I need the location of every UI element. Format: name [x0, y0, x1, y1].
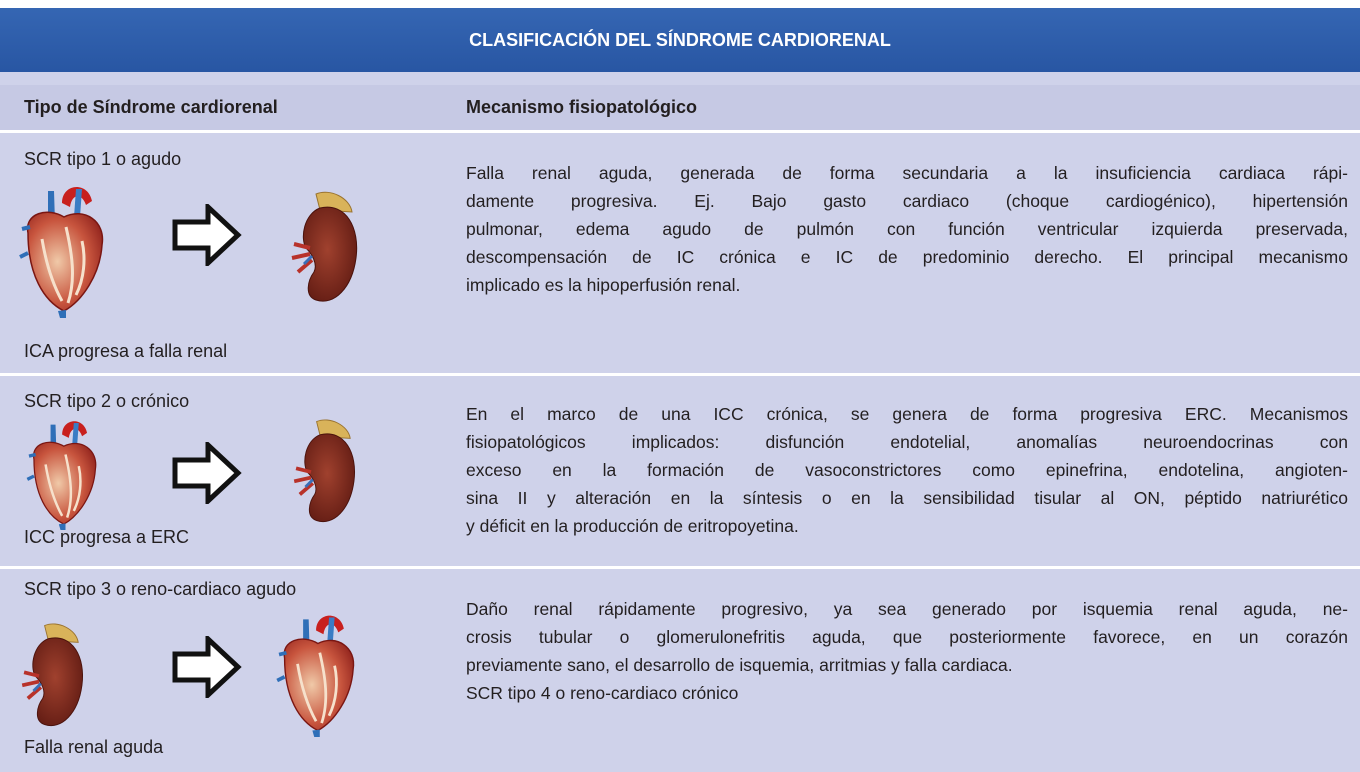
text-line: Daño renal rápidamente progresivo, ya se… — [466, 599, 1348, 619]
mechanism: En el marco de una ICC crónica, se gener… — [466, 400, 1348, 540]
text-line: fisiopatológicos implicados: disfunción … — [466, 432, 1348, 452]
text-line: exceso en la formación de vasoconstricto… — [466, 460, 1348, 480]
heart-icon — [18, 183, 108, 318]
text-line: descompensación de IC crónica e IC de pr… — [466, 247, 1348, 267]
row-separator — [0, 566, 1360, 569]
text-line: En el marco de una ICC crónica, se gener… — [466, 404, 1348, 424]
header-cell: Tipo de Síndrome cardiorenal — [24, 97, 278, 117]
row-caption: ICC progresa a ERC — [24, 527, 190, 547]
text-line: pulmonar, edema agudo de pulmón con func… — [466, 219, 1348, 239]
mechanism: Falla renal aguda, generada de forma sec… — [466, 159, 1348, 299]
header-row — [0, 85, 1360, 130]
title-bar: CLASIFICACIÓN DEL SÍNDROME CARDIORENAL — [0, 8, 1360, 72]
kidney-icon — [290, 416, 360, 528]
arrow-icon — [172, 442, 242, 504]
row-separator — [0, 373, 1360, 376]
text-line: SCR tipo 4 o reno-cardiaco crónico — [466, 683, 739, 703]
kidney-icon — [290, 188, 360, 308]
row-separator — [0, 130, 1360, 133]
row-type: SCR tipo 1 o agudo — [24, 149, 182, 169]
arrow-icon — [172, 636, 242, 698]
text-line: y déficit en la producción de eritropoye… — [466, 516, 799, 536]
text-line: sina II y alteración en la síntesis o en… — [466, 488, 1348, 508]
arrow-icon — [172, 204, 242, 266]
heart-icon — [18, 418, 108, 530]
row-caption: ICA progresa a falla renal — [24, 341, 228, 361]
row-type: SCR tipo 3 o reno-cardiaco agudo — [24, 579, 297, 599]
row-caption: Falla renal aguda — [24, 737, 164, 757]
header-cell: Mecanismo fisiopatológico — [466, 97, 698, 117]
text-line: crosis tubular o glomerulonefritis aguda… — [466, 627, 1348, 647]
text-line: previamente sano, el desarrollo de isque… — [466, 655, 1013, 675]
text-line: implicado es la hipoperfusión renal. — [466, 275, 741, 295]
mechanism: Daño renal rápidamente progresivo, ya se… — [466, 595, 1348, 707]
title: CLASIFICACIÓN DEL SÍNDROME CARDIORENAL — [469, 29, 891, 50]
text-line: Falla renal aguda, generada de forma sec… — [466, 163, 1348, 183]
text-line: damente progresiva. Ej. Bajo gasto cardi… — [466, 191, 1348, 211]
heart-icon — [272, 612, 362, 737]
kidney-icon — [18, 620, 88, 732]
row-type: SCR tipo 2 o crónico — [24, 391, 190, 411]
